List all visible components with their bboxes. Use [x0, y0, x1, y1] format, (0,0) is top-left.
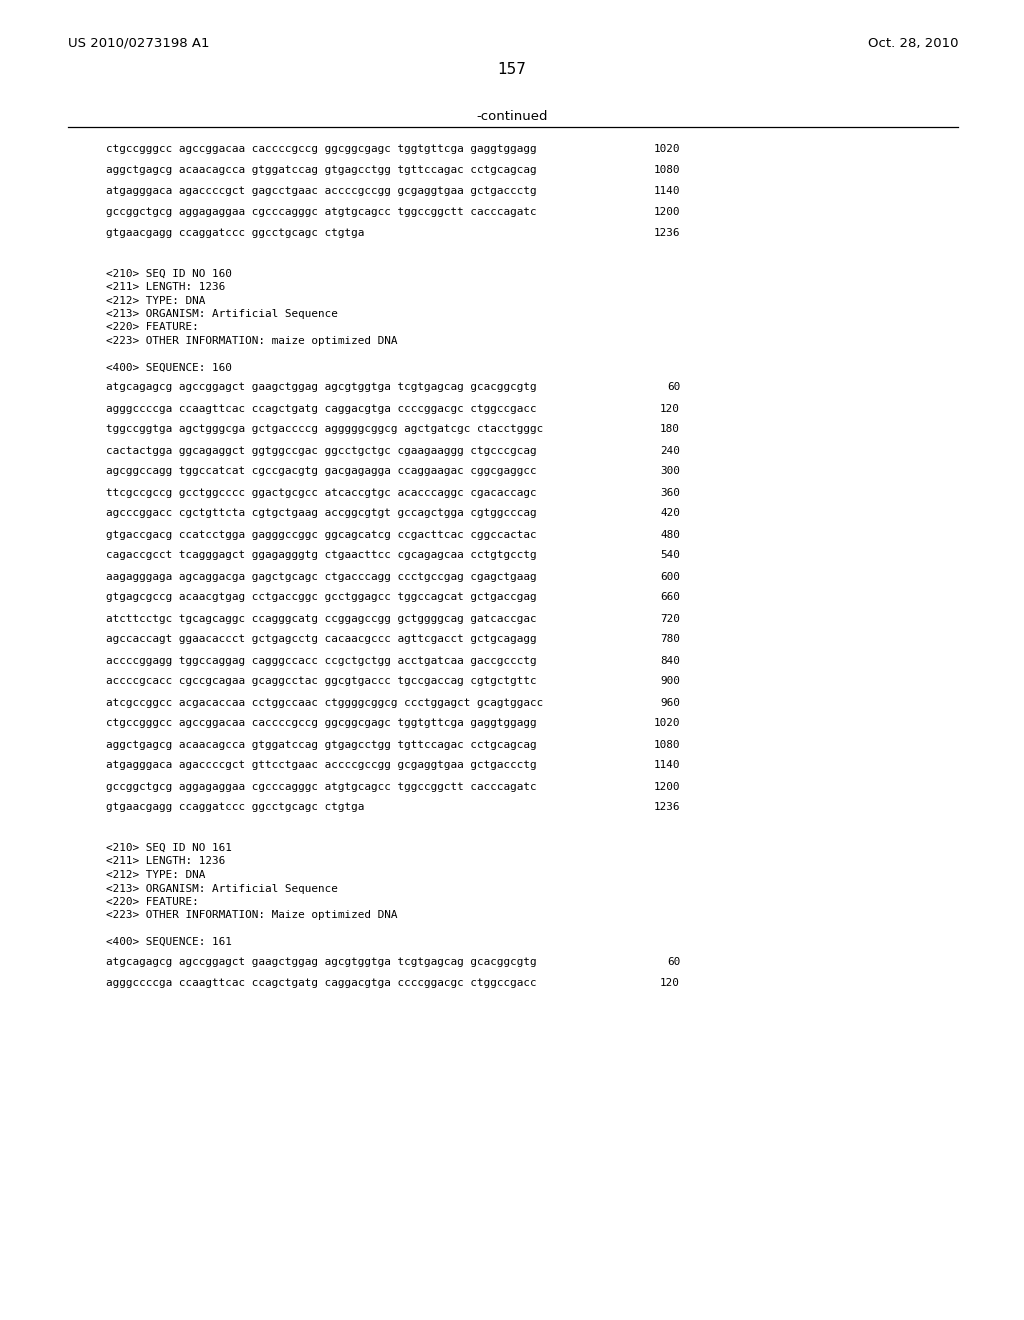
Text: 300: 300	[660, 466, 680, 477]
Text: 1080: 1080	[653, 165, 680, 176]
Text: 780: 780	[660, 635, 680, 644]
Text: 1200: 1200	[653, 207, 680, 216]
Text: 1236: 1236	[653, 228, 680, 238]
Text: <223> OTHER INFORMATION: maize optimized DNA: <223> OTHER INFORMATION: maize optimized…	[106, 337, 397, 346]
Text: 1140: 1140	[653, 760, 680, 771]
Text: tggccggtga agctgggcga gctgaccccg agggggcggcg agctgatcgc ctacctgggc: tggccggtga agctgggcga gctgaccccg agggggc…	[106, 425, 544, 434]
Text: accccgcacc cgccgcagaa gcaggcctac ggcgtgaccc tgccgaccag cgtgctgttc: accccgcacc cgccgcagaa gcaggcctac ggcgtga…	[106, 676, 537, 686]
Text: cactactgga ggcagaggct ggtggccgac ggcctgctgc cgaagaaggg ctgcccgcag: cactactgga ggcagaggct ggtggccgac ggcctgc…	[106, 446, 537, 455]
Text: atcttcctgc tgcagcaggc ccagggcatg ccggagccgg gctggggcag gatcaccgac: atcttcctgc tgcagcaggc ccagggcatg ccggagc…	[106, 614, 537, 623]
Text: 240: 240	[660, 446, 680, 455]
Text: <210> SEQ ID NO 160: <210> SEQ ID NO 160	[106, 268, 231, 279]
Text: 360: 360	[660, 487, 680, 498]
Text: -continued: -continued	[476, 110, 548, 123]
Text: 480: 480	[660, 529, 680, 540]
Text: gtgaccgacg ccatcctgga gagggccggc ggcagcatcg ccgacttcac cggccactac: gtgaccgacg ccatcctgga gagggccggc ggcagca…	[106, 529, 537, 540]
Text: 840: 840	[660, 656, 680, 665]
Text: <400> SEQUENCE: 161: <400> SEQUENCE: 161	[106, 937, 231, 946]
Text: <213> ORGANISM: Artificial Sequence: <213> ORGANISM: Artificial Sequence	[106, 309, 338, 319]
Text: aagagggaga agcaggacga gagctgcagc ctgacccagg ccctgccgag cgagctgaag: aagagggaga agcaggacga gagctgcagc ctgaccc…	[106, 572, 537, 582]
Text: ctgccgggcc agccggacaa caccccgccg ggcggcgagc tggtgttcga gaggtggagg: ctgccgggcc agccggacaa caccccgccg ggcggcg…	[106, 144, 537, 154]
Text: gccggctgcg aggagaggaa cgcccagggc atgtgcagcc tggccggctt cacccagatc: gccggctgcg aggagaggaa cgcccagggc atgtgca…	[106, 781, 537, 792]
Text: <213> ORGANISM: Artificial Sequence: <213> ORGANISM: Artificial Sequence	[106, 883, 338, 894]
Text: gccggctgcg aggagaggaa cgcccagggc atgtgcagcc tggccggctt cacccagatc: gccggctgcg aggagaggaa cgcccagggc atgtgca…	[106, 207, 537, 216]
Text: 1020: 1020	[653, 718, 680, 729]
Text: cagaccgcct tcagggagct ggagagggtg ctgaacttcc cgcagagcaa cctgtgcctg: cagaccgcct tcagggagct ggagagggtg ctgaact…	[106, 550, 537, 561]
Text: 180: 180	[660, 425, 680, 434]
Text: <212> TYPE: DNA: <212> TYPE: DNA	[106, 296, 206, 305]
Text: 157: 157	[498, 62, 526, 77]
Text: 900: 900	[660, 676, 680, 686]
Text: 1140: 1140	[653, 186, 680, 195]
Text: 60: 60	[667, 383, 680, 392]
Text: agcccggacc cgctgttcta cgtgctgaag accggcgtgt gccagctgga cgtggcccag: agcccggacc cgctgttcta cgtgctgaag accggcg…	[106, 508, 537, 519]
Text: agccaccagt ggaacaccct gctgagcctg cacaacgccc agttcgacct gctgcagagg: agccaccagt ggaacaccct gctgagcctg cacaacg…	[106, 635, 537, 644]
Text: agggccccga ccaagttcac ccagctgatg caggacgtga ccccggacgc ctggccgacc: agggccccga ccaagttcac ccagctgatg caggacg…	[106, 404, 537, 413]
Text: 960: 960	[660, 697, 680, 708]
Text: gtgaacgagg ccaggatccc ggcctgcagc ctgtga: gtgaacgagg ccaggatccc ggcctgcagc ctgtga	[106, 803, 365, 813]
Text: aggctgagcg acaacagcca gtggatccag gtgagcctgg tgttccagac cctgcagcag: aggctgagcg acaacagcca gtggatccag gtgagcc…	[106, 739, 537, 750]
Text: 1236: 1236	[653, 803, 680, 813]
Text: 120: 120	[660, 404, 680, 413]
Text: 600: 600	[660, 572, 680, 582]
Text: <220> FEATURE:: <220> FEATURE:	[106, 322, 199, 333]
Text: 120: 120	[660, 978, 680, 987]
Text: <400> SEQUENCE: 160: <400> SEQUENCE: 160	[106, 363, 231, 372]
Text: <211> LENGTH: 1236: <211> LENGTH: 1236	[106, 857, 225, 866]
Text: 660: 660	[660, 593, 680, 602]
Text: <210> SEQ ID NO 161: <210> SEQ ID NO 161	[106, 843, 231, 853]
Text: atgcagagcg agccggagct gaagctggag agcgtggtga tcgtgagcag gcacggcgtg: atgcagagcg agccggagct gaagctggag agcgtgg…	[106, 383, 537, 392]
Text: 1200: 1200	[653, 781, 680, 792]
Text: gtgaacgagg ccaggatccc ggcctgcagc ctgtga: gtgaacgagg ccaggatccc ggcctgcagc ctgtga	[106, 228, 365, 238]
Text: Oct. 28, 2010: Oct. 28, 2010	[867, 37, 958, 50]
Text: atcgccggcc acgacaccaa cctggccaac ctggggcggcg ccctggagct gcagtggacc: atcgccggcc acgacaccaa cctggccaac ctggggc…	[106, 697, 544, 708]
Text: <212> TYPE: DNA: <212> TYPE: DNA	[106, 870, 206, 880]
Text: 420: 420	[660, 508, 680, 519]
Text: 720: 720	[660, 614, 680, 623]
Text: aggctgagcg acaacagcca gtggatccag gtgagcctgg tgttccagac cctgcagcag: aggctgagcg acaacagcca gtggatccag gtgagcc…	[106, 165, 537, 176]
Text: atgagggaca agaccccgct gagcctgaac accccgccgg gcgaggtgaa gctgaccctg: atgagggaca agaccccgct gagcctgaac accccgc…	[106, 186, 537, 195]
Text: atgcagagcg agccggagct gaagctggag agcgtggtga tcgtgagcag gcacggcgtg: atgcagagcg agccggagct gaagctggag agcgtgg…	[106, 957, 537, 968]
Text: US 2010/0273198 A1: US 2010/0273198 A1	[68, 37, 210, 50]
Text: agggccccga ccaagttcac ccagctgatg caggacgtga ccccggacgc ctggccgacc: agggccccga ccaagttcac ccagctgatg caggacg…	[106, 978, 537, 987]
Text: <220> FEATURE:: <220> FEATURE:	[106, 898, 199, 907]
Text: <211> LENGTH: 1236: <211> LENGTH: 1236	[106, 282, 225, 292]
Text: 1020: 1020	[653, 144, 680, 154]
Text: ttcgccgccg gcctggcccc ggactgcgcc atcaccgtgc acacccaggc cgacaccagc: ttcgccgccg gcctggcccc ggactgcgcc atcaccg…	[106, 487, 537, 498]
Text: <223> OTHER INFORMATION: Maize optimized DNA: <223> OTHER INFORMATION: Maize optimized…	[106, 911, 397, 920]
Text: 1080: 1080	[653, 739, 680, 750]
Text: ctgccgggcc agccggacaa caccccgccg ggcggcgagc tggtgttcga gaggtggagg: ctgccgggcc agccggacaa caccccgccg ggcggcg…	[106, 718, 537, 729]
Text: atgagggaca agaccccgct gttcctgaac accccgccgg gcgaggtgaa gctgaccctg: atgagggaca agaccccgct gttcctgaac accccgc…	[106, 760, 537, 771]
Text: 540: 540	[660, 550, 680, 561]
Text: accccggagg tggccaggag cagggccacc ccgctgctgg acctgatcaa gaccgccctg: accccggagg tggccaggag cagggccacc ccgctgc…	[106, 656, 537, 665]
Text: 60: 60	[667, 957, 680, 968]
Text: agcggccagg tggccatcat cgccgacgtg gacgagagga ccaggaagac cggcgaggcc: agcggccagg tggccatcat cgccgacgtg gacgaga…	[106, 466, 537, 477]
Text: gtgagcgccg acaacgtgag cctgaccggc gcctggagcc tggccagcat gctgaccgag: gtgagcgccg acaacgtgag cctgaccggc gcctgga…	[106, 593, 537, 602]
